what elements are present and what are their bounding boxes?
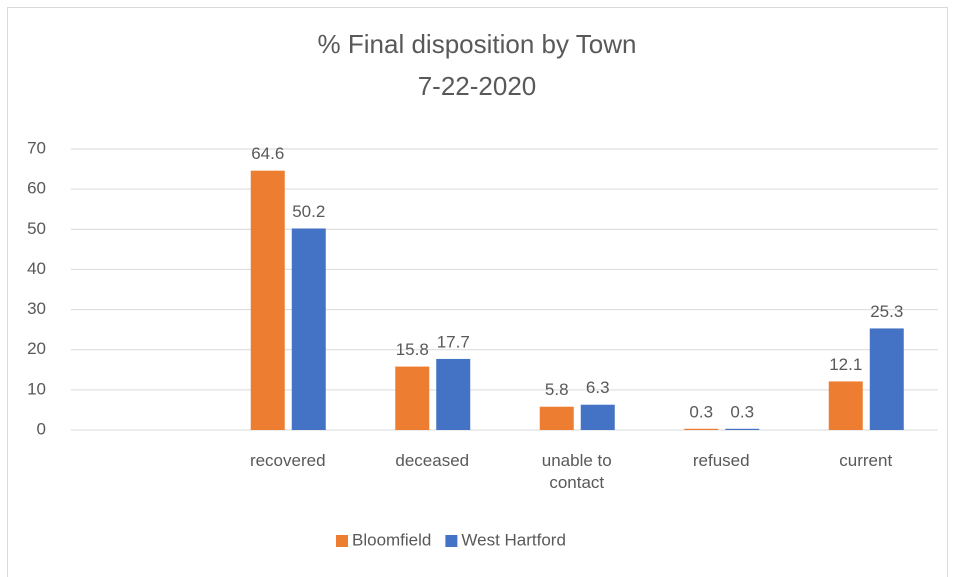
x-tick-label: unable to contact [541, 451, 612, 492]
bar [291, 228, 326, 430]
legend-swatch [336, 535, 348, 547]
y-tick-label: 0 [37, 419, 46, 438]
y-tick-label: 40 [27, 259, 46, 278]
data-label: 12.1 [829, 355, 862, 374]
y-tick-label: 50 [27, 219, 46, 238]
bar [828, 381, 863, 430]
chart-border [7, 7, 948, 577]
legend-swatch [445, 535, 458, 547]
y-tick-label: 20 [27, 339, 46, 358]
y-tick-label: 60 [27, 179, 46, 198]
x-tick-label: current [839, 451, 893, 470]
x-tick-label: recovered [249, 451, 326, 470]
bar [869, 328, 904, 430]
data-label: 5.8 [545, 380, 569, 399]
chart-title: % Final disposition by Town [318, 29, 637, 59]
data-label: 0.3 [730, 402, 754, 421]
bar [250, 170, 285, 431]
data-label: 6.3 [586, 378, 610, 397]
legend-label: Bloomfield [352, 530, 431, 549]
bar [684, 428, 719, 430]
data-label: 0.3 [689, 402, 713, 421]
data-label: 64.6 [251, 144, 284, 163]
legend-label: West Hartford [461, 530, 566, 549]
bar [580, 404, 615, 430]
chart-subtitle: 7-22-2020 [418, 71, 537, 101]
data-label: 17.7 [437, 332, 470, 351]
bar [395, 366, 430, 430]
bar [436, 358, 471, 430]
x-tick-label: refused [692, 451, 750, 470]
x-tick-label: deceased [395, 451, 470, 470]
data-label: 25.3 [870, 302, 903, 321]
y-tick-label: 70 [27, 138, 46, 157]
y-tick-label: 30 [27, 299, 46, 318]
y-tick-label: 10 [27, 379, 46, 398]
data-label: 15.8 [396, 340, 429, 359]
data-label: 50.2 [292, 202, 325, 221]
bar [725, 428, 760, 430]
bar [539, 406, 574, 430]
